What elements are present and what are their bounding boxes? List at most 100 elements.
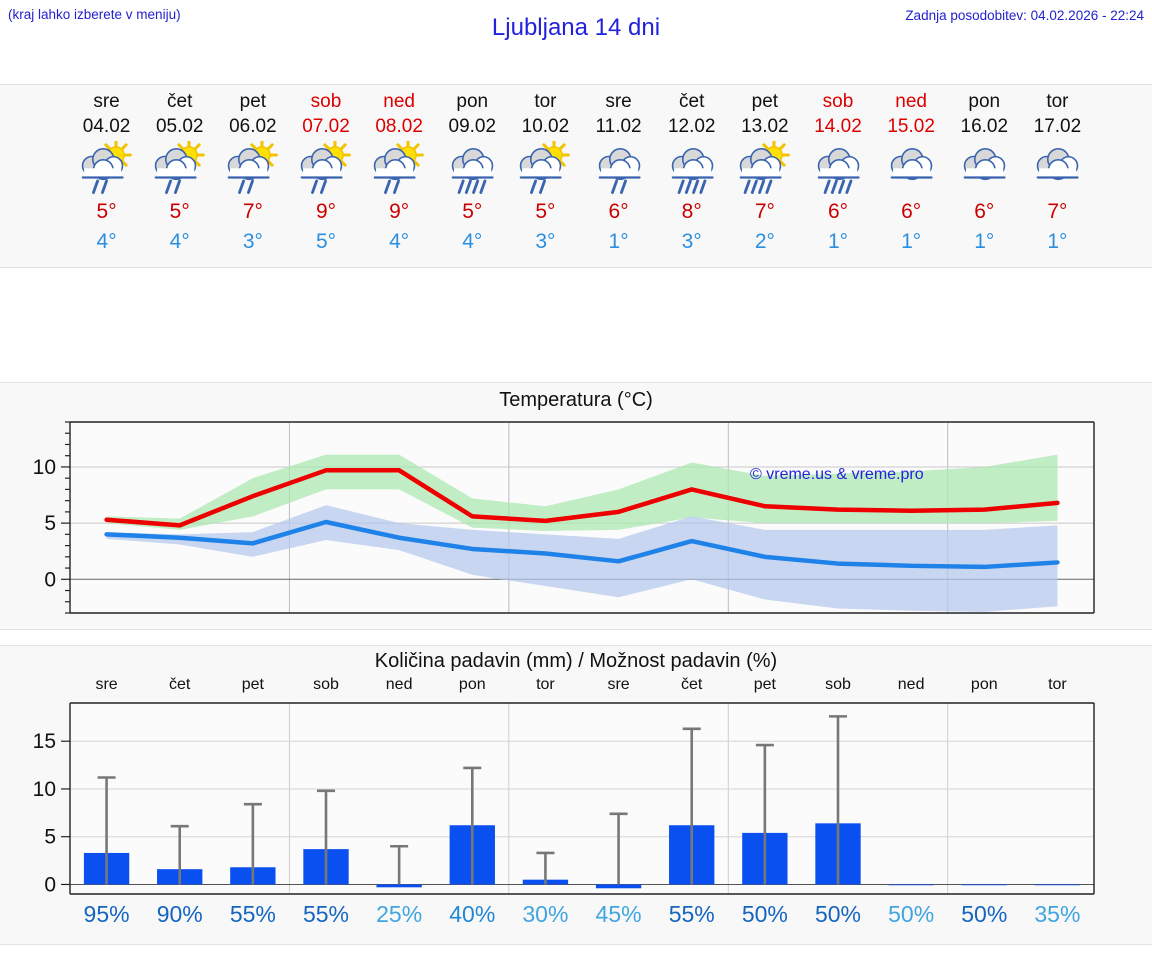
day-date: 12.02 [667,116,716,137]
day-date: 07.02 [302,116,350,137]
last-updated-label: Zadnja posodobitev: 04.02.2026 - 22:24 [905,8,1144,23]
precip-probability-label: 50% [888,901,935,927]
day-date: 15.02 [887,116,935,137]
daily-forecast-strip: sre 04.02 5° 4° čet 05.02 5° 4° pet 06.02 7° 3° sob 0… [0,84,1152,268]
precipitation-chart-title: Količina padavin (mm) / Možnost padavin … [374,650,778,672]
precip-day-label: pet [753,676,776,693]
day-column[interactable]: sob 07.02 9° 5° [287,85,366,269]
day-low-temp: 4° [96,230,117,253]
day-low-temp: 1° [827,230,849,253]
day-high-temp: 6° [608,200,629,223]
day-name: ned [383,91,415,112]
cloud-icon [945,141,1024,197]
day-name: sre [93,91,120,112]
precip-probability-label: 55% [229,901,276,927]
day-date: 06.02 [229,116,277,137]
precip-day-label: čet [169,676,191,693]
day-column[interactable]: čet 05.02 5° 4° [140,85,219,269]
precipitation-chart-panel: Količina padavin (mm) / Možnost padavin … [0,645,1152,945]
precip-day-label: sob [313,676,339,693]
day-column[interactable]: sob 14.02 6° 1° [799,85,878,269]
page-title: Ljubljana 14 dni [491,14,661,41]
day-column[interactable]: pet 13.02 7° 2° [725,85,804,269]
precip-probability-label: 55% [668,901,715,927]
precip-day-label: ned [385,676,413,693]
precipitation-bar [376,884,422,888]
sun-cloud-rain-heavy-icon [725,141,804,197]
day-high-temp: 5° [535,200,556,223]
precip-day-label: pon [458,676,486,693]
precip-day-label: tor [536,676,555,693]
precip-day-label: pet [241,676,264,693]
day-column[interactable]: čet 12.02 8° 3° [652,85,731,269]
precipitation-bar [961,884,1007,886]
cloud-rain-light-icon [579,141,658,197]
precip-probability-label: 35% [1034,901,1081,927]
sun-cloud-rain-light-icon [140,141,219,197]
day-high-temp: 7° [754,200,775,223]
day-name: pet [239,91,267,112]
precip-y-tick-label: 10 [33,778,56,801]
precip-day-label: sob [825,676,851,693]
day-date: 16.02 [960,116,1009,137]
sun-cloud-rain-light-icon [213,141,292,197]
menu-note: (kraj lahko izberete v meniju) [8,7,181,22]
day-low-temp: 4° [169,230,190,253]
day-name: sob [310,91,342,112]
day-high-temp: 8° [681,200,702,223]
day-name: pet [751,91,779,112]
day-high-temp: 5° [96,200,117,223]
day-low-temp: 1° [1047,230,1068,253]
precipitation-bar [888,884,934,886]
day-name: tor [534,91,557,112]
temp-y-tick-label: 0 [44,568,56,591]
precip-probability-label: 90% [156,901,203,927]
top-bar: (kraj lahko izberete v meniju) Ljubljana… [0,0,1152,48]
temp-y-tick-label: 5 [44,512,56,535]
day-low-temp: 1° [974,230,995,253]
day-date: 05.02 [155,116,204,137]
precip-y-tick-label: 0 [44,873,56,896]
day-low-temp: 3° [681,230,702,253]
day-column[interactable]: pon 09.02 5° 4° [433,85,512,269]
precip-y-tick-label: 15 [33,730,56,753]
day-low-temp: 4° [389,230,410,253]
precip-probability-label: 95% [83,901,130,927]
day-name: čet [679,91,705,112]
day-date: 08.02 [375,116,423,137]
day-name: ned [895,91,927,112]
precip-probability-label: 50% [741,901,788,927]
sun-cloud-rain-light-icon [360,141,439,197]
precip-day-label: tor [1048,676,1067,693]
precip-day-label: čet [681,676,703,693]
day-name: čet [167,91,193,112]
cloud-icon [872,141,951,197]
day-date: 04.02 [82,116,131,137]
day-column[interactable]: tor 10.02 5° 3° [506,85,585,269]
day-high-temp: 6° [901,200,922,223]
temperature-chart-title: Temperatura (°C) [499,389,653,411]
day-high-temp: 9° [389,200,410,223]
cloud-icon [1018,141,1097,197]
day-low-temp: 1° [608,230,629,253]
precipitation-bar [595,884,642,889]
day-column[interactable]: pon 16.02 6° 1° [945,85,1024,269]
cloud-rain-heavy-icon [799,141,878,197]
day-low-temp: 1° [901,230,922,253]
precip-day-label: ned [897,676,925,693]
day-date: 11.02 [595,116,642,137]
cloud-rain-heavy-icon [433,141,512,197]
day-name: sre [605,91,632,112]
precipitation-chart: 0 5 10 15 [33,702,1095,896]
day-column[interactable]: sre 04.02 5° 4° [67,85,146,269]
day-column[interactable]: tor 17.02 7° 1° [1018,85,1097,269]
day-name: pon [968,91,1001,112]
day-column[interactable]: pet 06.02 7° 3° [213,85,292,269]
day-high-temp: 6° [827,200,849,223]
day-column[interactable]: ned 08.02 9° 4° [360,85,439,269]
day-low-temp: 4° [462,230,483,253]
day-column[interactable]: ned 15.02 6° 1° [872,85,951,269]
day-low-temp: 3° [535,230,556,253]
day-column[interactable]: sre 11.02 6° 1° [579,85,658,269]
